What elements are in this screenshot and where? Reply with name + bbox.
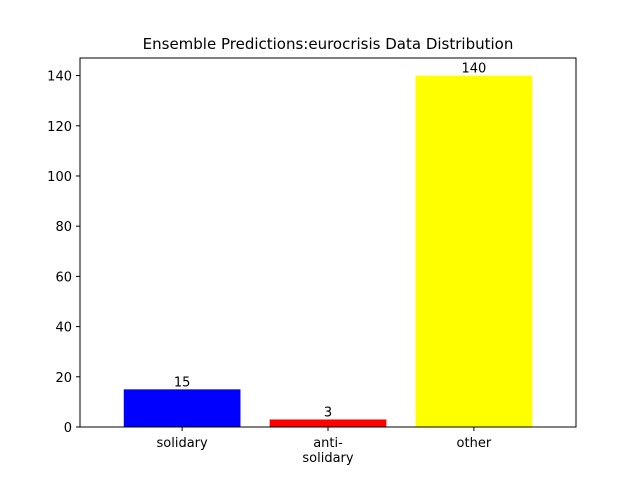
- data-label-0: 15: [174, 375, 191, 390]
- y-tick-label-2: 40: [55, 321, 72, 336]
- y-tick-label-6: 120: [47, 120, 72, 135]
- bar-0: [123, 389, 241, 427]
- x-tick-label-0: solidary: [157, 436, 209, 451]
- data-label-1: 3: [324, 405, 332, 420]
- chart-title: Ensemble Predictions:eurocrisis Data Dis…: [143, 35, 514, 53]
- y-tick-label-0: 0: [64, 421, 72, 436]
- y-tick-label-7: 140: [47, 70, 72, 85]
- data-label-2: 140: [461, 62, 486, 77]
- x-tick-label-line: solidary: [157, 436, 209, 451]
- bar-2: [415, 75, 533, 428]
- x-tick-label-line: other: [457, 436, 492, 451]
- y-tick-label-5: 100: [47, 170, 72, 185]
- x-tick-label-2: other: [457, 436, 492, 451]
- bar-1: [269, 419, 387, 427]
- plot-area: 15 solidary 3 anti-solidary 140 other 0 20 40 60 8…: [47, 57, 577, 466]
- x-tick-label-line: solidary: [302, 451, 354, 466]
- axes-frame: [79, 57, 577, 428]
- x-tick-label-line: anti-: [313, 436, 343, 451]
- x-tick-label-1: anti-solidary: [302, 436, 354, 466]
- y-tick-label-4: 80: [55, 220, 72, 235]
- y-tick-label-1: 20: [55, 371, 72, 386]
- y-tick-label-3: 60: [55, 270, 72, 285]
